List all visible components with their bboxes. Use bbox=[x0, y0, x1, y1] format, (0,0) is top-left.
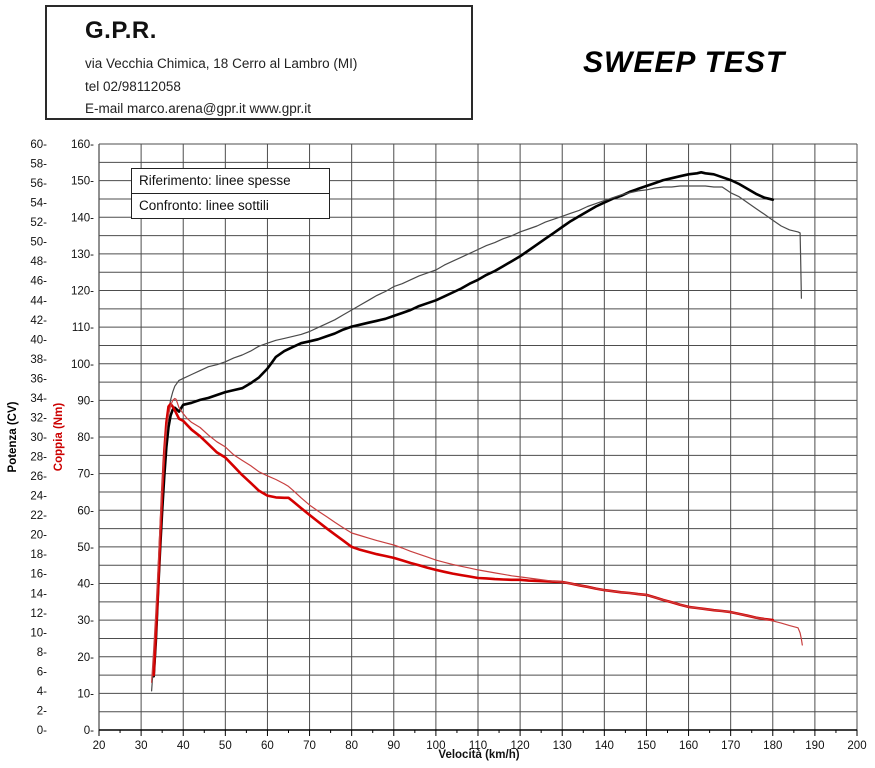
torque-tick-label: 140- bbox=[71, 212, 94, 224]
torque-tick-label: 110- bbox=[72, 322, 94, 334]
power-tick-label: 20- bbox=[30, 530, 47, 542]
power-tick-label: 38- bbox=[30, 354, 47, 366]
company-email: E-mail marco.arena@gpr.it www.gpr.it bbox=[85, 101, 312, 116]
power-tick-label: 6- bbox=[37, 666, 47, 678]
x-tick-label: 80 bbox=[345, 740, 358, 752]
torque-tick-label: 120- bbox=[71, 286, 94, 298]
power-tick-label: 56- bbox=[30, 178, 47, 190]
company-phone: tel 02/98112058 bbox=[85, 78, 181, 94]
x-tick-label: 30 bbox=[135, 740, 148, 752]
x-tick-label: 70 bbox=[303, 740, 316, 752]
torque-tick-label: 90- bbox=[77, 395, 94, 407]
x-tick-label: 170 bbox=[721, 740, 740, 752]
x-tick-label: 90 bbox=[387, 740, 400, 752]
power-tick-label: 60- bbox=[30, 139, 47, 151]
x-tick-label: 100 bbox=[426, 740, 445, 752]
x-tick-label: 40 bbox=[177, 740, 190, 752]
series-potenza-confronto-linea-sottile bbox=[151, 185, 803, 692]
power-tick-label: 18- bbox=[30, 549, 47, 561]
power-tick-label: 0- bbox=[37, 725, 47, 737]
torque-tick-label: 160- bbox=[71, 139, 94, 151]
series-coppia-confronto-linea-sottile bbox=[151, 397, 803, 684]
x-tick-label: 50 bbox=[219, 740, 232, 752]
power-tick-label: 26- bbox=[30, 471, 47, 483]
x-tick-label: 180 bbox=[763, 740, 782, 752]
torque-axis-title: Coppia (Nm) bbox=[53, 402, 65, 472]
power-tick-label: 36- bbox=[30, 373, 47, 385]
x-tick-label: 130 bbox=[553, 740, 572, 752]
power-tick-label: 40- bbox=[30, 334, 47, 346]
torque-tick-label: 50- bbox=[77, 542, 94, 554]
x-tick-label: 190 bbox=[805, 740, 824, 752]
power-tick-label: 2- bbox=[37, 705, 47, 717]
power-tick-label: 48- bbox=[30, 256, 47, 268]
x-tick-label: 60 bbox=[261, 740, 274, 752]
company-address: via Vecchia Chimica, 18 Cerro al Lambro … bbox=[85, 56, 358, 71]
x-tick-label: 160 bbox=[679, 740, 698, 752]
power-tick-label: 8- bbox=[37, 647, 47, 659]
torque-tick-label: 60- bbox=[77, 505, 94, 517]
power-tick-label: 28- bbox=[30, 452, 47, 464]
page-title: SWEEP TEST bbox=[583, 46, 786, 79]
legend-comparison-label: Confronto: linee sottili bbox=[139, 198, 269, 213]
series-coppia-riferimento-linea-spessa bbox=[152, 402, 775, 677]
power-tick-label: 42- bbox=[30, 315, 47, 327]
x-tick-label: 150 bbox=[637, 740, 656, 752]
torque-tick-label: 20- bbox=[77, 652, 94, 664]
torque-tick-label: 150- bbox=[71, 176, 94, 188]
series-potenza-riferimento-linea-spessa bbox=[152, 171, 775, 678]
speed-axis-title: Velocità (km/h) bbox=[438, 749, 520, 761]
power-tick-label: 16- bbox=[30, 569, 47, 581]
power-tick-label: 50- bbox=[30, 237, 47, 249]
torque-tick-label: 0- bbox=[84, 725, 94, 737]
power-tick-label: 54- bbox=[30, 198, 47, 210]
power-tick-label: 12- bbox=[30, 608, 47, 620]
x-tick-label: 120 bbox=[511, 740, 530, 752]
torque-tick-label: 10- bbox=[77, 688, 94, 700]
power-tick-label: 14- bbox=[30, 588, 47, 600]
company-name: G.P.R. bbox=[85, 17, 157, 44]
torque-tick-label: 80- bbox=[77, 432, 94, 444]
chart-legend: Riferimento: linee spesse Confronto: lin… bbox=[131, 168, 330, 219]
power-tick-label: 44- bbox=[30, 295, 47, 307]
power-tick-label: 4- bbox=[37, 686, 47, 698]
company-info-box: G.P.R. via Vecchia Chimica, 18 Cerro al … bbox=[45, 5, 473, 120]
torque-tick-label: 130- bbox=[71, 249, 94, 261]
torque-tick-label: 30- bbox=[77, 615, 94, 627]
power-tick-label: 46- bbox=[30, 276, 47, 288]
power-tick-label: 52- bbox=[30, 217, 47, 229]
x-tick-label: 200 bbox=[847, 740, 866, 752]
torque-tick-label: 100- bbox=[71, 359, 94, 371]
power-tick-label: 24- bbox=[30, 491, 47, 503]
power-axis-title: Potenza (CV) bbox=[7, 401, 19, 473]
x-tick-label: 110 bbox=[469, 740, 487, 752]
power-tick-label: 32- bbox=[30, 412, 47, 424]
power-tick-label: 34- bbox=[30, 393, 47, 405]
legend-reference-label: Riferimento: linee spesse bbox=[132, 169, 329, 194]
power-tick-label: 58- bbox=[30, 159, 47, 171]
power-tick-label: 22- bbox=[30, 510, 47, 522]
torque-tick-label: 40- bbox=[77, 579, 94, 591]
torque-tick-label: 70- bbox=[77, 469, 94, 481]
x-tick-label: 20 bbox=[93, 740, 106, 752]
x-tick-label: 140 bbox=[595, 740, 614, 752]
power-tick-label: 10- bbox=[30, 627, 47, 639]
power-tick-label: 30- bbox=[30, 432, 47, 444]
